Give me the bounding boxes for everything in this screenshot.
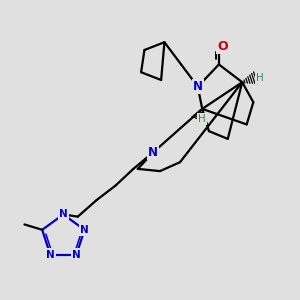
Text: N: N — [72, 250, 81, 260]
Text: N: N — [80, 225, 89, 235]
Text: N: N — [46, 250, 54, 260]
Text: H: H — [256, 73, 264, 83]
Text: N: N — [59, 209, 68, 219]
Text: N: N — [46, 250, 55, 260]
Text: H: H — [198, 114, 206, 124]
Text: N: N — [72, 250, 80, 260]
Text: N: N — [193, 80, 203, 93]
Text: O: O — [217, 40, 227, 53]
Text: N: N — [80, 225, 88, 235]
Text: N: N — [59, 209, 68, 219]
Text: N: N — [148, 146, 158, 159]
